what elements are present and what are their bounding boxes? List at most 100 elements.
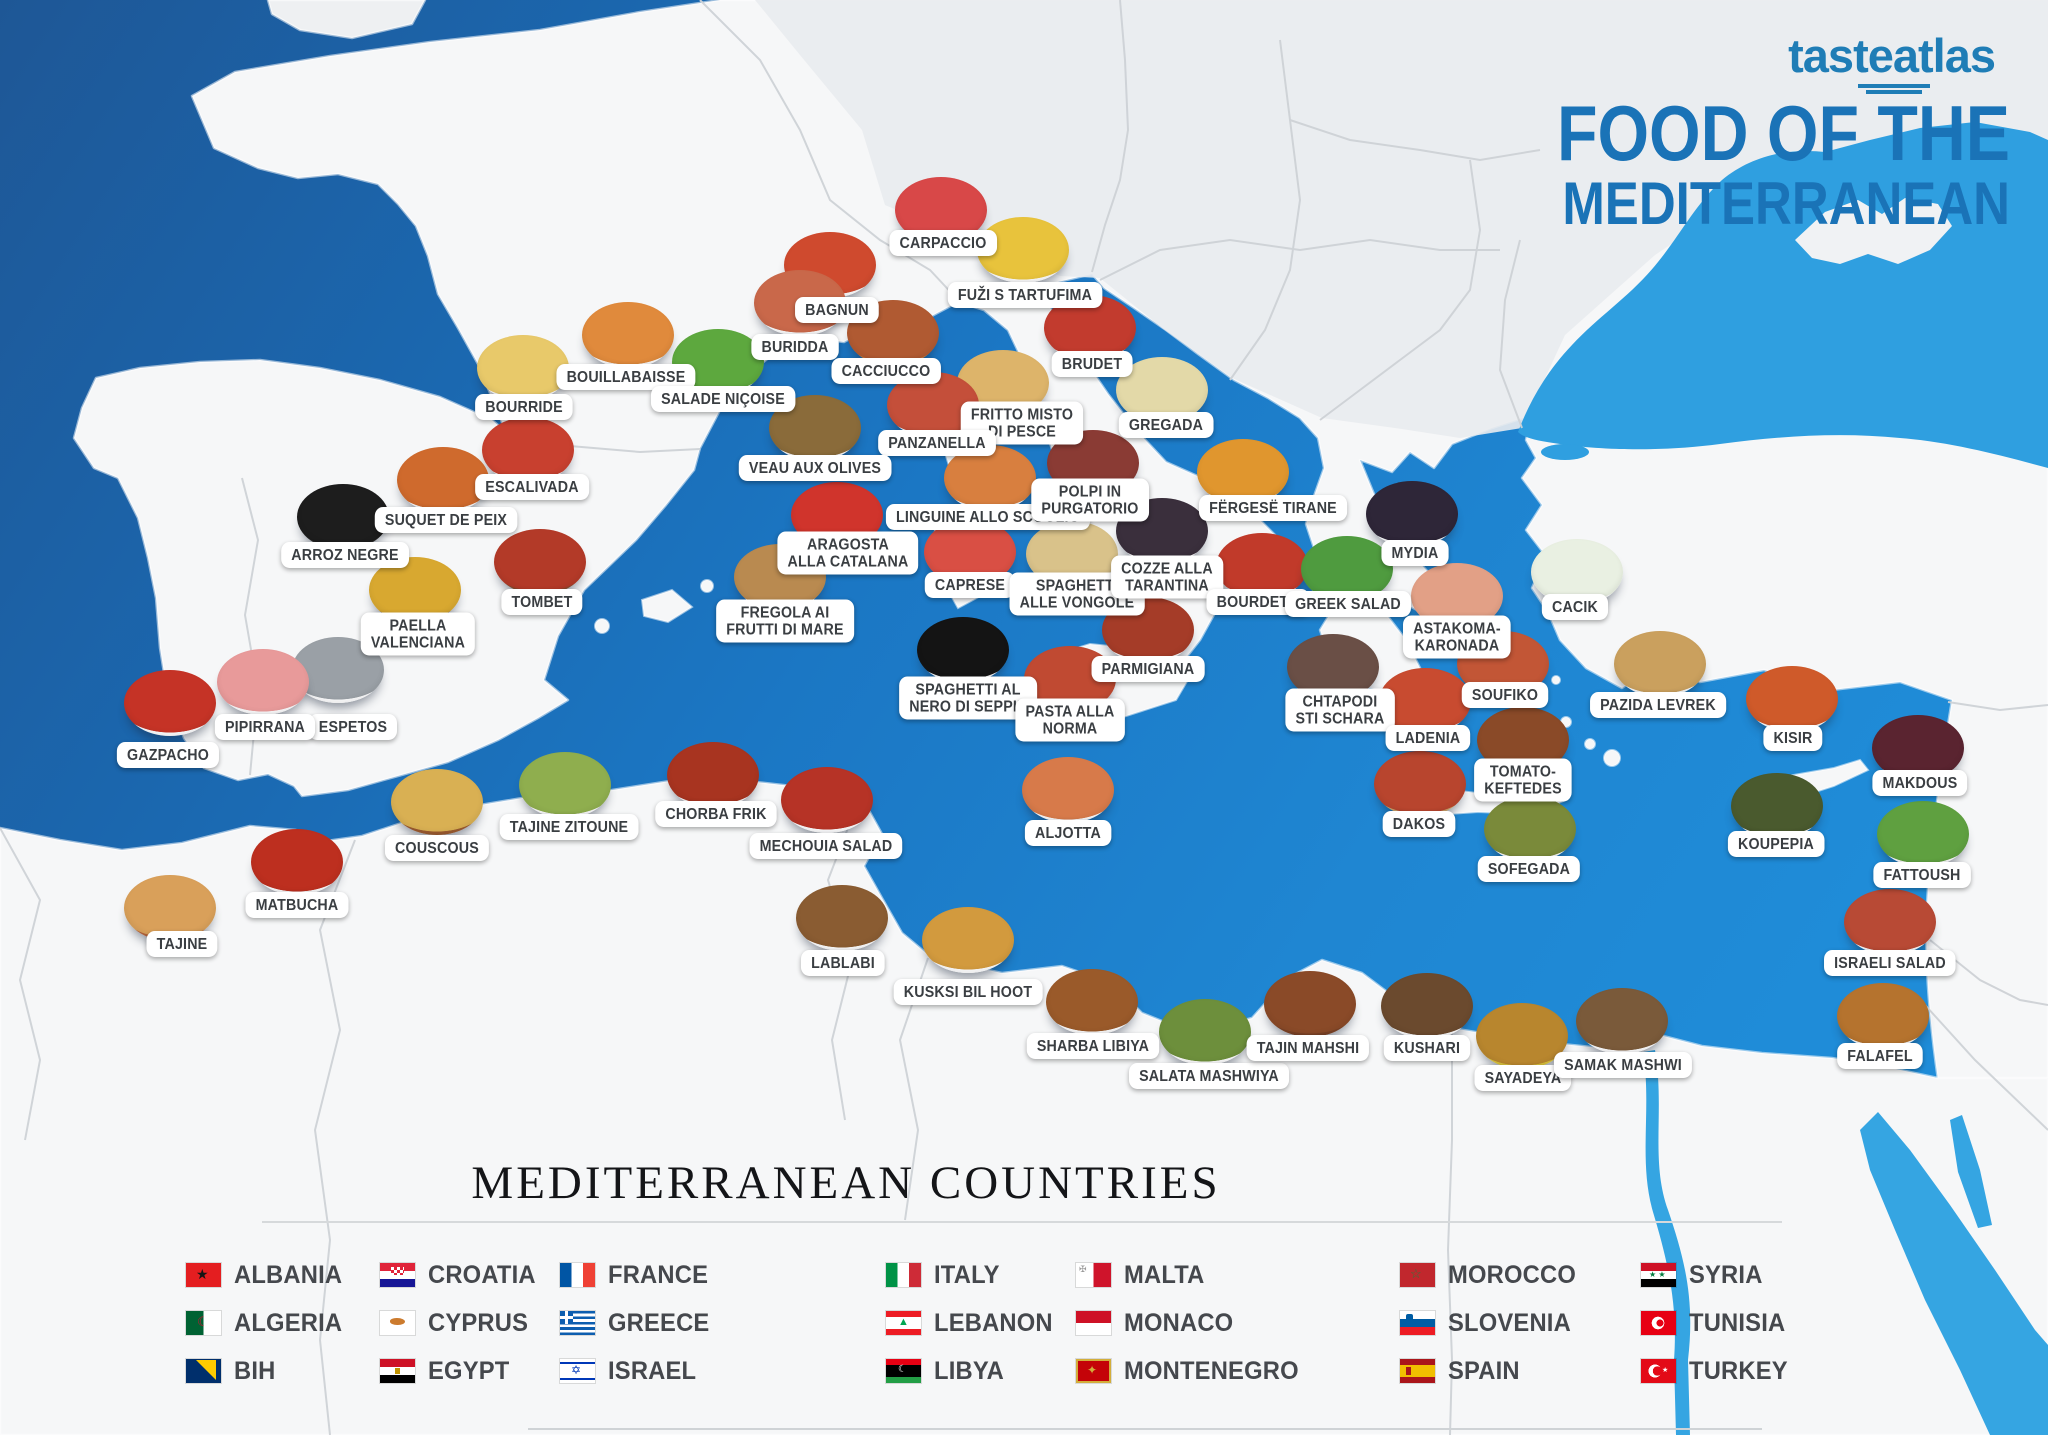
legend-country-name: ALBANIA bbox=[234, 1260, 343, 1289]
dish-label: SALADE NIÇOISE bbox=[650, 385, 796, 413]
dish-label: COUSCOUS bbox=[384, 834, 490, 862]
dish-plate bbox=[1381, 973, 1473, 1039]
legend-item-montenegro: MONTENEGRO bbox=[1076, 1356, 1308, 1385]
dish-plate bbox=[1264, 971, 1356, 1037]
legend-country-name: MONTENEGRO bbox=[1124, 1356, 1299, 1385]
dish-plate bbox=[251, 829, 343, 895]
dish-plate bbox=[944, 445, 1036, 511]
legend-item-spain: SPAIN bbox=[1400, 1356, 1524, 1385]
dish-label: PARMIGIANA bbox=[1091, 655, 1205, 683]
legend-item-malta: MALTA bbox=[1076, 1261, 1209, 1289]
dish-label: KUSHARI bbox=[1383, 1034, 1471, 1062]
dish-label: BOUILLABAISSE bbox=[556, 363, 696, 391]
dish-plate bbox=[1614, 631, 1706, 697]
legend-item-tunisia: TUNISIA bbox=[1641, 1309, 1790, 1337]
sea-red-nile bbox=[1643, 1050, 2048, 1435]
dish-plate bbox=[297, 484, 389, 550]
dish-label: CACCIUCCO bbox=[831, 357, 941, 385]
legend-country-name: ITALY bbox=[934, 1260, 1000, 1289]
legend-item-israel: ISRAEL bbox=[560, 1356, 701, 1385]
italy-flag-icon bbox=[886, 1263, 921, 1287]
legend-country-name: ALGERIA bbox=[234, 1308, 343, 1337]
dish-label: FREGOLA AI FRUTTI DI MARE bbox=[716, 599, 854, 643]
dish-plate bbox=[1374, 751, 1466, 817]
dish-label: ISRAELI SALAD bbox=[1824, 949, 1956, 977]
dish-plate bbox=[796, 885, 888, 951]
dish-label: GREEK SALAD bbox=[1284, 590, 1412, 618]
dish-label: BURIDDA bbox=[751, 333, 839, 361]
dish-plate bbox=[917, 617, 1009, 683]
logo-underline bbox=[1858, 84, 1930, 88]
sea-marmara bbox=[1541, 444, 1589, 460]
dish-label: MAKDOUS bbox=[1872, 769, 1968, 797]
dish-label: LABLABI bbox=[800, 949, 886, 977]
dish-plate bbox=[369, 557, 461, 623]
dish-label: SAMAK MASHWI bbox=[1553, 1051, 1693, 1079]
landmass-england bbox=[266, 0, 427, 40]
dish-label: TAJINE ZITOUNE bbox=[499, 813, 639, 841]
dish-plate bbox=[922, 907, 1014, 973]
dish-label: GAZPACHO bbox=[116, 741, 220, 769]
dish-label: PASTA ALLA NORMA bbox=[1015, 698, 1125, 742]
slovenia-flag-icon bbox=[1400, 1311, 1435, 1335]
france-flag-icon bbox=[560, 1263, 595, 1287]
inland-europe bbox=[700, 0, 2048, 438]
legend-country-name: LIBYA bbox=[934, 1356, 1005, 1385]
montenegro-flag-icon bbox=[1076, 1359, 1111, 1383]
legend-country-name: SYRIA bbox=[1689, 1260, 1763, 1289]
legend-country-name: TURKEY bbox=[1689, 1356, 1788, 1385]
legend-title: MEDITERRANEAN COUNTRIES bbox=[471, 1157, 1221, 1209]
lebanon-flag-icon bbox=[886, 1311, 921, 1335]
legend-country-name: EGYPT bbox=[428, 1356, 510, 1385]
israel-flag-icon bbox=[560, 1359, 595, 1383]
dish-label: PANZANELLA bbox=[878, 429, 996, 457]
legend-item-bih: BIH bbox=[186, 1357, 278, 1385]
dish-label: SHARBA LIBIYA bbox=[1026, 1032, 1160, 1060]
dish-label: TOMBET bbox=[501, 588, 583, 616]
dish-plate bbox=[397, 447, 489, 513]
legend-country-name: ISRAEL bbox=[608, 1356, 697, 1385]
dish-plate bbox=[1731, 773, 1823, 839]
logo-underline-2 bbox=[1866, 90, 1922, 94]
dish-plate bbox=[582, 302, 674, 368]
dish-label: CARPACCIO bbox=[889, 229, 997, 257]
dish-label: CHTAPODI STI SCHARA bbox=[1285, 688, 1395, 732]
dish-plate bbox=[1877, 801, 1969, 867]
legend-item-cyprus: CYPRUS bbox=[380, 1309, 533, 1337]
island-menorca bbox=[700, 579, 714, 593]
dish-label: SUQUET DE PEIX bbox=[374, 506, 518, 534]
dish-label: DAKOS bbox=[1382, 810, 1456, 838]
legend-separator-top bbox=[262, 1221, 1782, 1223]
legend-item-greece: GREECE bbox=[560, 1308, 715, 1337]
dish-label: ESCALIVADA bbox=[475, 473, 589, 501]
peninsula-crimea bbox=[1795, 198, 1952, 264]
dish-plate bbox=[1022, 757, 1114, 823]
dish-label: MECHOUIA SALAD bbox=[749, 832, 903, 860]
legend-country-name: LEBANON bbox=[934, 1308, 1053, 1337]
title-line-2: MEDITERRANEAN bbox=[1562, 170, 2010, 237]
spain-flag-icon bbox=[1400, 1359, 1435, 1383]
legend-country-name: GREECE bbox=[608, 1308, 710, 1337]
albania-flag-icon bbox=[186, 1263, 221, 1287]
legend-country-name: SPAIN bbox=[1448, 1356, 1520, 1385]
turkey-flag-icon bbox=[1641, 1359, 1676, 1383]
tasteatlas-logo: tasteatlas bbox=[1788, 29, 1996, 82]
legend-item-lebanon: LEBANON bbox=[886, 1308, 1059, 1337]
dish-label: TAJIN MAHSHI bbox=[1246, 1034, 1370, 1062]
dish-plate bbox=[1216, 533, 1308, 599]
dish-plate bbox=[1046, 969, 1138, 1035]
dish-label: ESPETOS bbox=[308, 713, 398, 741]
dish-label: PIPIRRANA bbox=[214, 713, 316, 741]
dish-plate bbox=[391, 769, 483, 835]
legend-item-monaco: MONACO bbox=[1076, 1309, 1239, 1337]
legend-item-egypt: EGYPT bbox=[380, 1356, 514, 1385]
legend-country-name: FRANCE bbox=[608, 1260, 709, 1289]
dish-label: CHORBA FRIK bbox=[655, 800, 777, 828]
legend-item-france: FRANCE bbox=[560, 1260, 713, 1289]
morocco-flag-icon bbox=[1400, 1263, 1435, 1287]
tunisia-flag-icon bbox=[1641, 1311, 1676, 1335]
bih-flag-icon bbox=[186, 1359, 221, 1383]
dish-plate bbox=[1837, 983, 1929, 1049]
dish-label: MYDIA bbox=[1381, 539, 1449, 567]
greece-flag-icon bbox=[560, 1311, 595, 1335]
